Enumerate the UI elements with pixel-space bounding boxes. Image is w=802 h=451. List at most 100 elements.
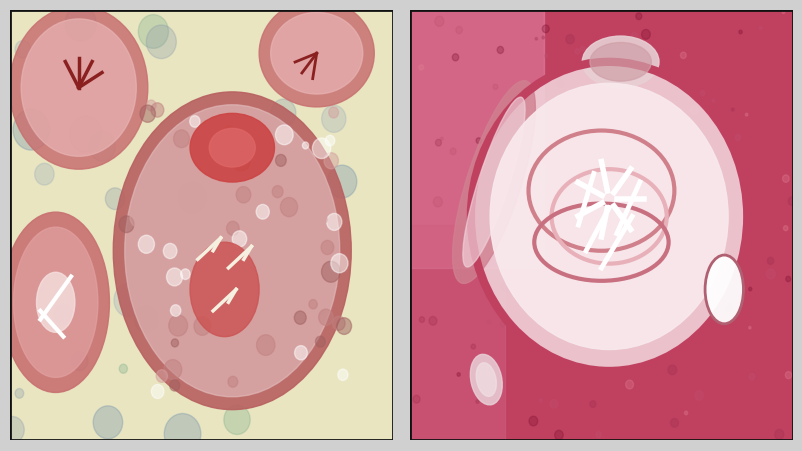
Circle shape (492, 85, 497, 90)
Bar (409, 11, 543, 268)
Circle shape (539, 399, 541, 402)
Circle shape (217, 327, 228, 340)
Circle shape (731, 109, 733, 112)
Circle shape (325, 136, 334, 147)
Circle shape (412, 396, 419, 403)
Circle shape (723, 304, 731, 312)
Circle shape (435, 140, 441, 147)
Circle shape (151, 104, 164, 118)
Circle shape (554, 430, 562, 440)
Circle shape (765, 269, 775, 279)
Circle shape (697, 276, 701, 280)
Circle shape (694, 391, 703, 400)
Circle shape (580, 47, 584, 52)
Circle shape (774, 429, 783, 440)
Circle shape (586, 260, 591, 264)
Circle shape (336, 318, 351, 335)
Ellipse shape (209, 129, 255, 168)
Circle shape (767, 258, 773, 265)
Circle shape (169, 380, 180, 391)
Circle shape (529, 416, 537, 426)
Circle shape (166, 268, 182, 286)
Circle shape (114, 284, 144, 317)
Circle shape (419, 317, 424, 323)
Circle shape (574, 50, 579, 55)
Circle shape (595, 432, 601, 438)
Circle shape (302, 350, 310, 359)
Circle shape (500, 322, 504, 327)
Circle shape (146, 101, 156, 111)
Circle shape (330, 241, 341, 253)
Circle shape (641, 30, 650, 40)
Circle shape (39, 351, 48, 361)
Circle shape (70, 117, 102, 153)
Circle shape (226, 222, 239, 236)
Circle shape (256, 335, 274, 355)
Circle shape (163, 244, 176, 259)
Circle shape (34, 164, 54, 186)
Circle shape (428, 317, 436, 326)
Ellipse shape (489, 84, 727, 350)
Circle shape (434, 17, 444, 28)
Circle shape (171, 339, 178, 347)
Circle shape (272, 186, 282, 198)
Circle shape (549, 400, 557, 408)
Circle shape (177, 182, 206, 215)
Circle shape (233, 243, 244, 255)
Circle shape (452, 55, 458, 62)
Bar (409, 226, 505, 440)
Circle shape (228, 377, 237, 387)
Circle shape (213, 195, 223, 207)
Circle shape (748, 373, 754, 380)
Circle shape (15, 41, 30, 59)
Circle shape (233, 247, 247, 264)
Circle shape (557, 81, 563, 88)
Ellipse shape (704, 255, 743, 324)
Circle shape (471, 345, 475, 349)
Circle shape (194, 317, 210, 336)
Circle shape (711, 100, 714, 103)
Circle shape (439, 138, 443, 141)
Circle shape (180, 269, 190, 280)
Circle shape (638, 200, 642, 205)
Circle shape (322, 106, 346, 133)
Circle shape (54, 304, 72, 325)
Circle shape (598, 69, 606, 77)
Circle shape (105, 189, 124, 210)
Circle shape (13, 110, 50, 151)
Circle shape (734, 135, 739, 141)
Circle shape (224, 405, 250, 434)
Ellipse shape (21, 20, 136, 157)
Ellipse shape (270, 14, 363, 95)
Circle shape (164, 414, 200, 451)
Circle shape (321, 241, 334, 255)
Circle shape (611, 184, 618, 193)
Circle shape (468, 259, 476, 268)
Circle shape (294, 311, 306, 325)
Circle shape (679, 53, 686, 60)
Circle shape (314, 303, 325, 315)
Circle shape (542, 159, 548, 165)
Ellipse shape (190, 243, 259, 337)
Ellipse shape (462, 98, 525, 267)
Circle shape (678, 347, 681, 350)
Circle shape (655, 271, 659, 276)
Circle shape (312, 139, 330, 159)
Circle shape (635, 14, 641, 20)
Circle shape (275, 155, 286, 167)
Circle shape (433, 198, 442, 207)
Circle shape (565, 36, 573, 45)
Circle shape (32, 280, 43, 292)
Circle shape (270, 100, 295, 128)
Circle shape (456, 28, 462, 35)
Ellipse shape (190, 114, 274, 183)
Ellipse shape (36, 272, 75, 332)
Circle shape (747, 288, 751, 291)
Circle shape (624, 78, 626, 81)
Circle shape (151, 385, 164, 399)
Circle shape (89, 132, 115, 162)
Ellipse shape (14, 228, 98, 377)
Circle shape (621, 334, 628, 341)
Circle shape (689, 106, 697, 115)
Circle shape (784, 372, 791, 379)
